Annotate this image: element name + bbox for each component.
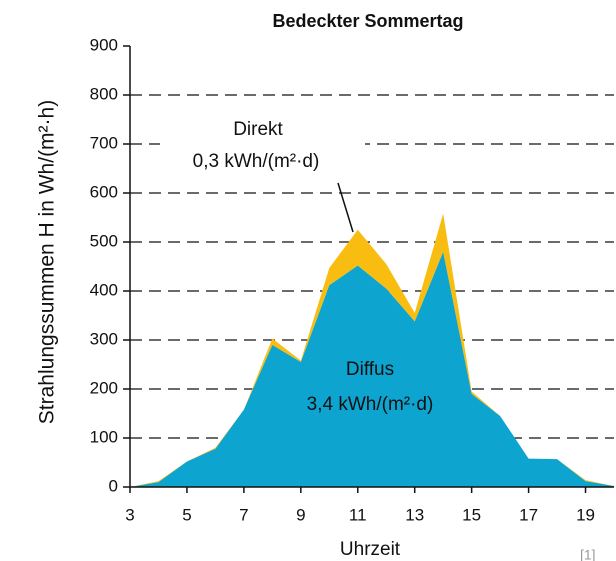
y-tick-label: 200	[90, 378, 118, 397]
x-tick-label: 9	[296, 505, 305, 524]
source: [1]	[580, 547, 596, 561]
y-tick-label: 500	[90, 231, 118, 250]
annotation-bg	[160, 112, 365, 180]
y-axis-label: Strahlungssummen H in Wh/(m²·h)	[36, 100, 59, 424]
x-tick-label: 7	[239, 505, 248, 524]
x-tick-label: 15	[462, 505, 481, 524]
leader-line	[337, 182, 354, 233]
annotation: Diffus	[346, 359, 394, 380]
y-tick-label: 100	[90, 427, 118, 446]
y-tick-label: 300	[90, 329, 118, 348]
annotation: Direkt	[233, 119, 283, 140]
x-tick-label: 17	[519, 505, 538, 524]
y-tick-label: 400	[90, 280, 118, 299]
y-tick-label: 600	[90, 182, 118, 201]
chart-title: Bedeckter Sommertag	[272, 11, 463, 31]
annotation: 0,3 kWh/(m²·d)	[193, 151, 320, 172]
y-tick-label: 0	[109, 476, 118, 495]
y-tick-label: 700	[90, 133, 118, 152]
annotation: 3,4 kWh/(m²·d)	[307, 394, 434, 415]
x-tick-label: 13	[405, 505, 424, 524]
x-axis-label: Uhrzeit	[340, 539, 401, 560]
area	[130, 213, 614, 487]
x-tick-label: 19	[576, 505, 595, 524]
area	[130, 251, 614, 487]
x-tick-label: 5	[182, 505, 191, 524]
x-tick-label: 11	[349, 505, 367, 524]
y-tick-label: 800	[90, 84, 118, 103]
x-tick-label: 3	[125, 505, 134, 524]
y-tick-label: 900	[90, 35, 118, 54]
